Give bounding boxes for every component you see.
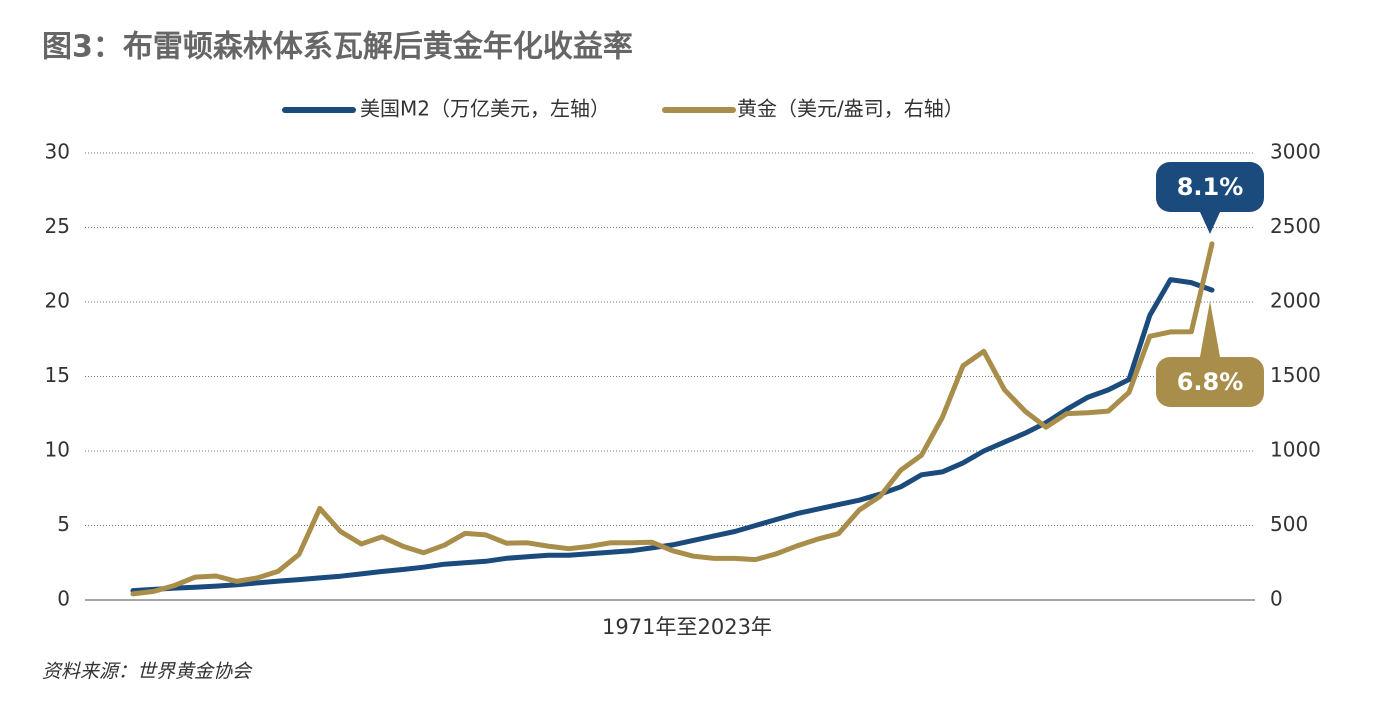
y-tick-label: 25 (45, 214, 70, 238)
x-axis-label: 1971年至2023年 (602, 615, 772, 639)
y-tick-label: 5 (57, 512, 70, 536)
callout-pointer (1200, 301, 1220, 357)
y2-tick-label: 2000 (1270, 289, 1321, 313)
y2-tick-label: 0 (1270, 587, 1283, 611)
y2-tick-label: 2500 (1270, 214, 1321, 238)
y2-tick-label: 1500 (1270, 363, 1321, 387)
callout-pointer (1200, 212, 1220, 234)
y-tick-label: 20 (45, 289, 70, 313)
legend-label: 美国M2（万亿美元，左轴） (360, 97, 610, 121)
chart-title: 图3：布雷顿森林体系瓦解后黄金年化收益率 (42, 30, 633, 65)
annotation: 6.8% (1177, 368, 1244, 396)
legend-label: 黄金（美元/盎司，右轴） (737, 97, 964, 121)
y-tick-label: 15 (45, 363, 70, 387)
series-line (130, 277, 1215, 594)
y-tick-label: 0 (57, 587, 70, 611)
callout-box (1156, 357, 1264, 407)
source: 资料来源：世界黄金协会 (42, 661, 253, 683)
y2-tick-label: 500 (1270, 512, 1308, 536)
series-line (130, 241, 1215, 597)
y-tick-label: 10 (45, 438, 70, 462)
y2-tick-label: 1000 (1270, 438, 1321, 462)
y-tick-label: 30 (45, 140, 70, 164)
annotation: 8.1% (1177, 173, 1244, 201)
y2-tick-label: 3000 (1270, 140, 1321, 164)
callout-box (1156, 162, 1264, 212)
